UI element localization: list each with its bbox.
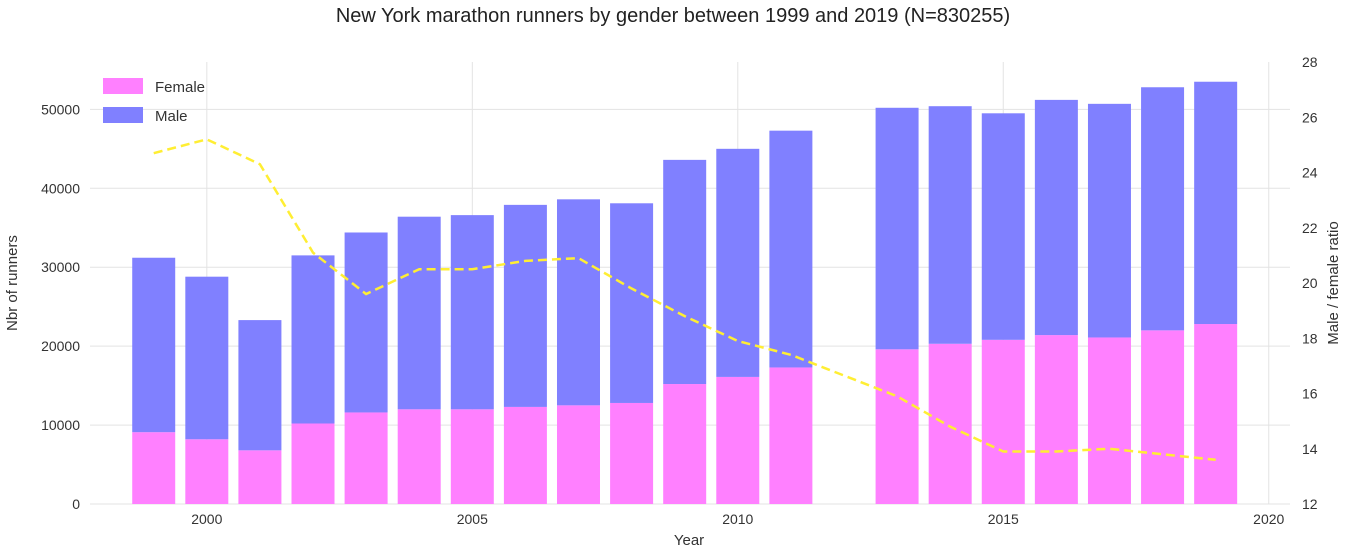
bar-male-2001 (238, 320, 282, 451)
ratio-line (153, 138, 1216, 462)
y2-tick-label: 26 (1302, 109, 1318, 125)
bar-male-2004 (397, 216, 441, 410)
bar-female-2001 (238, 450, 282, 504)
bar-female-2005 (450, 409, 494, 504)
bar-female-2002 (291, 423, 335, 504)
y-tick-label: 40000 (41, 180, 80, 196)
bar-female-2008 (610, 402, 654, 504)
bar-male-2002 (291, 255, 335, 424)
bar-male-2008 (610, 203, 654, 403)
bar-layer (132, 81, 1238, 504)
bar-male-2015 (981, 113, 1025, 340)
y-tick-label: 50000 (41, 101, 80, 117)
y-tick-label: 20000 (41, 338, 80, 354)
x-tick-label: 2015 (988, 511, 1019, 527)
bar-female-2015 (981, 339, 1025, 504)
bar-male-2007 (556, 199, 600, 406)
legend-label-female: Female (155, 79, 205, 96)
bar-female-2000 (185, 439, 229, 504)
bar-male-2018 (1141, 87, 1185, 331)
bar-male-2019 (1194, 81, 1238, 325)
legend-swatch-male (103, 107, 143, 123)
bar-female-2013 (875, 349, 919, 504)
y2-tick-label: 20 (1302, 275, 1318, 291)
bar-female-2004 (397, 409, 441, 504)
bar-male-2014 (928, 106, 972, 344)
bar-female-2009 (663, 384, 707, 504)
bar-male-2016 (1034, 99, 1078, 336)
bar-male-2000 (185, 276, 229, 440)
bar-male-2005 (450, 215, 494, 410)
y2-tick-label: 12 (1302, 496, 1318, 512)
bar-male-2011 (769, 130, 813, 368)
y-tick-label: 30000 (41, 259, 80, 275)
y2-tick-label: 18 (1302, 330, 1318, 346)
legend: Female Male (103, 78, 205, 125)
bar-female-2018 (1141, 330, 1185, 504)
y2-tick-label: 22 (1302, 220, 1318, 236)
bar-male-2010 (716, 148, 760, 377)
y-axis-label: Nbr of runners (4, 235, 21, 331)
bar-male-2003 (344, 232, 388, 413)
line-layer (153, 138, 1216, 462)
legend-swatch-female (103, 78, 143, 94)
x-tick-label: 2010 (722, 511, 753, 527)
bar-female-2011 (769, 367, 813, 504)
x-tick-label: 2005 (457, 511, 488, 527)
bar-female-2006 (503, 406, 547, 504)
bar-female-2007 (556, 405, 600, 504)
bar-male-2017 (1087, 103, 1131, 338)
bar-female-2017 (1087, 337, 1131, 504)
bar-female-1999 (132, 432, 176, 504)
y-tick-label: 10000 (41, 417, 80, 433)
x-axis-label: Year (674, 532, 704, 549)
x-tick-label: 2000 (191, 511, 222, 527)
x-tick-label: 2020 (1253, 511, 1284, 527)
bar-female-2016 (1034, 335, 1078, 504)
bar-male-2006 (503, 204, 547, 407)
chart-title: New York marathon runners by gender betw… (336, 5, 1010, 27)
tick-layer: 0 10000 20000 30000 40000 50000 2000 2005 2010 20… (41, 54, 1318, 527)
y2-tick-label: 16 (1302, 386, 1318, 402)
y2-axis-label: Male / female ratio (1325, 221, 1342, 344)
bar-male-2009 (663, 159, 707, 385)
y2-tick-label: 28 (1302, 54, 1318, 70)
y-tick-label: 0 (72, 496, 80, 512)
bar-female-2003 (344, 412, 388, 504)
bar-female-2010 (716, 376, 760, 504)
bar-male-1999 (132, 257, 176, 433)
bar-female-2014 (928, 343, 972, 504)
bar-female-2019 (1194, 324, 1238, 504)
y2-tick-label: 24 (1302, 165, 1318, 181)
legend-label-male: Male (155, 108, 188, 125)
y2-tick-label: 14 (1302, 441, 1318, 457)
bar-male-2013 (875, 107, 919, 350)
